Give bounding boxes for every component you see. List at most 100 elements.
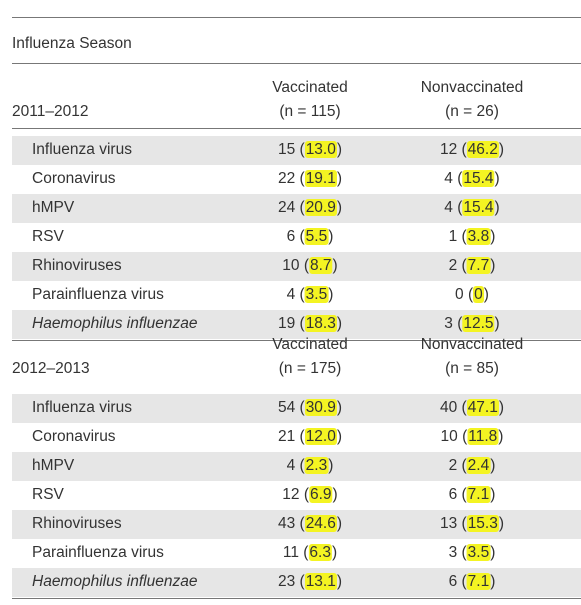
count: 4 — [286, 286, 296, 303]
percent: 3.5 — [466, 544, 491, 561]
count: 0 — [455, 286, 464, 303]
value-cell: 12 (6.9) — [282, 486, 338, 503]
count: 40 — [439, 399, 458, 416]
section-end-rule — [12, 340, 581, 341]
value-cell: 4 (15.4) — [444, 199, 500, 216]
percent: 19.1 — [304, 170, 337, 187]
percent: 20.9 — [304, 199, 337, 216]
row-label: Influenza virus — [32, 399, 132, 416]
percent: 7.7 — [466, 257, 491, 274]
count: 10 — [440, 428, 458, 445]
count: 10 — [282, 257, 300, 274]
row-label: RSV — [32, 486, 64, 503]
value-cell: 12 (46.2) — [439, 141, 505, 158]
value-cell: 1 (3.8) — [448, 228, 496, 245]
row-label: hMPV — [32, 457, 75, 474]
value-cell: 11 (6.3) — [282, 544, 338, 561]
percent: 2.4 — [466, 457, 491, 474]
count: 54 — [277, 399, 296, 416]
value-cell: 0 (0) — [455, 286, 489, 303]
table-header: Influenza Season — [12, 35, 132, 52]
percent: 6.9 — [308, 486, 333, 503]
percent: 15.3 — [466, 515, 499, 532]
value-cell: 4 (3.5) — [286, 286, 334, 303]
value-cell: 13 (15.3) — [439, 515, 505, 532]
percent: 30.9 — [304, 399, 337, 416]
value-cell: 40 (47.1) — [439, 399, 505, 416]
count: 12 — [282, 486, 300, 503]
count: 22 — [277, 170, 296, 187]
row-label: Haemophilus influenzae — [32, 573, 198, 590]
column-n: (n = 175) — [278, 360, 342, 377]
percent: 2.3 — [304, 457, 329, 474]
percent: 12.0 — [304, 428, 337, 445]
percent: 18.3 — [304, 315, 337, 332]
count: 43 — [277, 515, 296, 532]
percent: 11.8 — [467, 428, 499, 445]
value-cell: 4 (15.4) — [444, 170, 500, 187]
row-label: Parainfluenza virus — [32, 544, 164, 561]
row-label: Haemophilus influenzae — [32, 315, 198, 332]
row-label: RSV — [32, 228, 64, 245]
percent: 3.5 — [304, 286, 329, 303]
row-label: Rhinoviruses — [32, 257, 122, 274]
percent: 8.7 — [308, 257, 333, 274]
value-cell: 19 (18.3) — [277, 315, 343, 332]
percent: 46.2 — [466, 141, 499, 158]
column-name: Vaccinated — [272, 79, 348, 96]
count: 6 — [286, 228, 296, 245]
row-label: Rhinoviruses — [32, 515, 122, 532]
value-cell: 6 (7.1) — [448, 573, 496, 590]
count: 23 — [277, 573, 296, 590]
count: 11 — [282, 544, 299, 561]
count: 19 — [277, 315, 296, 332]
count: 6 — [448, 486, 458, 503]
percent: 15.4 — [462, 199, 495, 216]
column-name: Nonvaccinated — [420, 79, 524, 96]
value-cell: 4 (2.3) — [286, 457, 334, 474]
count: 4 — [444, 199, 453, 216]
percent: 13.0 — [304, 141, 337, 158]
value-cell: 15 (13.0) — [277, 141, 343, 158]
count: 15 — [277, 141, 296, 158]
count: 12 — [439, 141, 458, 158]
value-cell: 10 (11.8) — [440, 428, 504, 445]
section-rule — [12, 128, 581, 129]
percent: 5.5 — [304, 228, 329, 245]
row-label: hMPV — [32, 199, 75, 216]
count: 24 — [277, 199, 296, 216]
count: 1 — [448, 228, 458, 245]
percent: 0 — [473, 286, 484, 303]
percent: 12.5 — [462, 315, 495, 332]
count: 6 — [448, 573, 458, 590]
percent: 7.1 — [466, 573, 491, 590]
season-label: 2011–2012 — [12, 103, 89, 120]
row-label: Influenza virus — [32, 141, 132, 158]
season-label: 2012–2013 — [12, 360, 90, 377]
percent: 15.4 — [462, 170, 495, 187]
count: 4 — [286, 457, 296, 474]
count: 4 — [444, 170, 453, 187]
column-name: Nonvaccinated — [420, 336, 524, 353]
value-cell: 2 (2.4) — [448, 457, 496, 474]
row-label: Coronavirus — [32, 428, 116, 445]
value-cell: 23 (13.1) — [277, 573, 343, 590]
row-label: Parainfluenza virus — [32, 286, 164, 303]
percent: 13.1 — [304, 573, 337, 590]
value-cell: 22 (19.1) — [277, 170, 343, 187]
count: 3 — [444, 315, 453, 332]
percent: 6.3 — [308, 544, 332, 561]
count: 13 — [439, 515, 458, 532]
value-cell: 2 (7.7) — [448, 257, 496, 274]
count: 3 — [448, 544, 458, 561]
column-n: (n = 85) — [445, 360, 499, 377]
count: 2 — [448, 257, 458, 274]
percent: 47.1 — [466, 399, 499, 416]
row-label: Coronavirus — [32, 170, 116, 187]
value-cell: 21 (12.0) — [277, 428, 343, 445]
top-rule — [12, 17, 581, 18]
header-rule — [12, 63, 581, 64]
value-cell: 3 (12.5) — [444, 315, 500, 332]
section-end-rule — [12, 598, 581, 599]
